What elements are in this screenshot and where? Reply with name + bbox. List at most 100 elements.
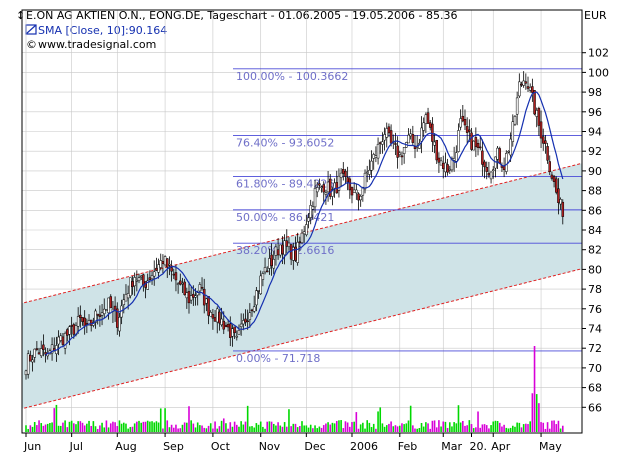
candle-body (205, 298, 208, 304)
volume-bar (394, 425, 397, 432)
candle-body (202, 288, 206, 306)
candle-body (213, 317, 217, 322)
candle-body (450, 158, 454, 171)
volume-bar (422, 426, 425, 432)
volume-bar (425, 422, 427, 432)
volume-bar (88, 420, 90, 432)
volume-bar (338, 420, 340, 432)
candle-body (326, 181, 330, 193)
candle-body (515, 97, 519, 115)
volume-bar (401, 423, 403, 432)
volume-bar (246, 405, 249, 432)
volume-bar (27, 428, 29, 432)
candle-body (533, 90, 536, 115)
candle-body (339, 172, 343, 178)
candle-body (63, 333, 67, 349)
volume-bar (379, 407, 382, 432)
volume-bar (229, 422, 232, 432)
volume-bar (259, 421, 262, 432)
volume-bar (116, 426, 119, 432)
volume-bar (340, 420, 342, 432)
sma-legend-text: SMA [Close, 10]:90.164 (38, 24, 167, 37)
volume-bar (416, 428, 418, 432)
candle-body (150, 275, 154, 280)
candle-body (135, 279, 139, 282)
volume-bar (490, 425, 492, 432)
volume-bar (375, 428, 377, 432)
volume-bar (79, 421, 82, 432)
plot-border (21, 9, 583, 434)
volume-bar (231, 426, 234, 432)
candle-body (105, 309, 108, 311)
candle-body (168, 263, 171, 266)
candle-body (57, 336, 60, 345)
volume-bar (136, 421, 138, 432)
volume-bar (249, 426, 251, 432)
volume-bar (44, 424, 47, 432)
volume-bar (218, 426, 221, 432)
chart-header: ↕ E.ON AG AKTIEN O.N., EONG.DE, Tagescha… (16, 9, 607, 51)
volume-bar (538, 403, 540, 432)
volume-bar (264, 428, 266, 432)
candle-body (322, 184, 325, 193)
volume-bar (351, 422, 353, 432)
candle-body (329, 178, 332, 197)
volume-bar (305, 425, 308, 432)
volume-bar (398, 425, 401, 432)
x-tick-label: Jul (69, 440, 83, 453)
volume-bar (125, 423, 127, 432)
volume-bar (122, 422, 125, 432)
volume-bar (418, 427, 421, 432)
volume-bar (46, 423, 49, 432)
candle-body (124, 294, 128, 302)
candle-body (346, 177, 349, 183)
volume-bar (427, 423, 429, 432)
volume-bar (403, 424, 405, 432)
x-tick-label: Dec (304, 440, 325, 453)
candle-body (439, 160, 443, 166)
volume-bar (112, 421, 114, 432)
candle-body (70, 325, 73, 327)
x-tick-label: Mar (441, 440, 462, 453)
candle-body (365, 171, 369, 174)
candle-body (300, 232, 304, 243)
volume-bar (227, 428, 229, 432)
fib-label: 76.40% - 93.6052 (236, 136, 334, 149)
volume-bar (314, 425, 316, 432)
candle-body (139, 275, 143, 278)
volume-bar (362, 422, 364, 432)
candle-body (274, 246, 278, 256)
candle-body (272, 259, 275, 269)
candle-body (142, 274, 145, 286)
candle-body (333, 182, 336, 189)
volume-bar (546, 422, 549, 432)
volume-bar (105, 420, 108, 432)
candle-body (385, 128, 389, 138)
volume-bar (405, 423, 408, 432)
candle-body (544, 140, 547, 144)
volume-bar (483, 424, 486, 432)
candle-body (305, 224, 308, 236)
candle-body (548, 161, 551, 172)
fib-label: 0.00% - 71.718 (236, 352, 320, 365)
candle-body (211, 314, 215, 319)
volume-bar (381, 423, 384, 432)
candle-body (535, 110, 538, 117)
volume-bar (66, 427, 69, 432)
candle-body (498, 148, 502, 164)
volume-bar (535, 394, 538, 432)
candle-body (457, 130, 460, 152)
volume-bar (33, 422, 36, 432)
source-link[interactable]: www.tradesignal.com (38, 38, 156, 51)
volume-bar (220, 420, 223, 432)
volume-bar (205, 428, 208, 432)
volume-bar (457, 405, 460, 432)
candle-body (170, 267, 173, 272)
y-tick-label: 98 (588, 86, 602, 99)
candle-body (520, 83, 523, 86)
volume-bar (201, 425, 203, 432)
volume-bar (36, 425, 38, 432)
volume-bar (388, 423, 390, 432)
volume-bar (209, 423, 212, 432)
volume-bar (481, 424, 484, 432)
